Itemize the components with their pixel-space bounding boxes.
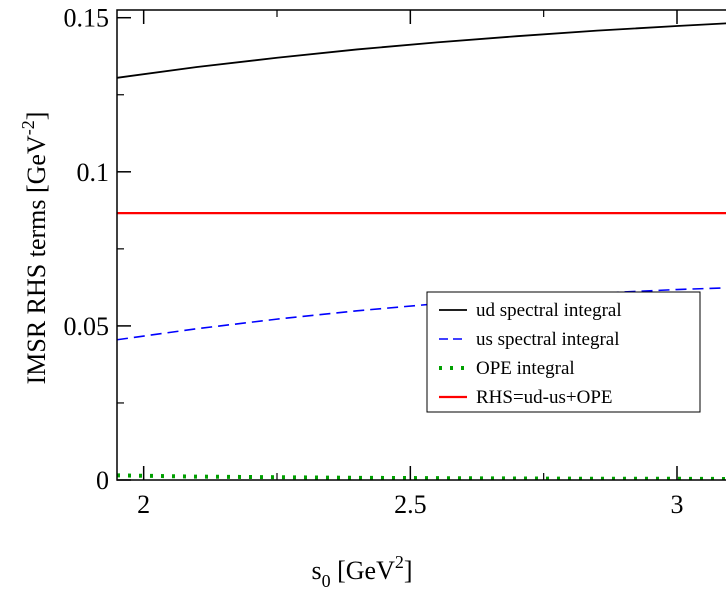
y-axis-title-sup: -2 bbox=[18, 120, 38, 135]
x-axis-title: s0 [GeV2] bbox=[311, 552, 412, 591]
y-tick-label-3: 0.15 bbox=[64, 4, 110, 33]
legend-label-2: OPE integral bbox=[476, 358, 575, 379]
series-line-1 bbox=[117, 287, 726, 341]
y-tick-label-2: 0.1 bbox=[77, 158, 110, 187]
y-tick-label-0: 0 bbox=[96, 466, 109, 495]
x-axis-title-main: s bbox=[311, 556, 321, 585]
x-tick-label-0: 2 bbox=[137, 490, 150, 519]
x-axis-title-sup: 2 bbox=[395, 552, 404, 572]
series-line-0 bbox=[117, 22, 726, 79]
legend: ud spectral integral us spectral integral… bbox=[426, 291, 701, 413]
legend-label-0: ud spectral integral bbox=[476, 300, 622, 321]
x-axis-title-open: [GeV bbox=[331, 556, 395, 585]
y-tick-label-1: 0.05 bbox=[64, 312, 110, 341]
y-axis-title-close: ] bbox=[22, 112, 51, 121]
tick-layer: 2 2.5 3 0 0.05 0.1 0.15 bbox=[64, 4, 684, 519]
legend-label-1: us spectral integral bbox=[476, 329, 620, 350]
series-layer bbox=[117, 22, 726, 480]
x-axis-title-close: ] bbox=[404, 556, 413, 585]
y-axis-title-main: IMSR RHS terms [GeV bbox=[22, 135, 51, 384]
x-tick-label-2: 3 bbox=[671, 490, 684, 519]
y-axis-title: IMSR RHS terms [GeV-2] bbox=[18, 112, 51, 385]
legend-label-3: RHS=ud-us+OPE bbox=[476, 387, 613, 408]
x-axis-title-sub: 0 bbox=[322, 571, 331, 591]
plot-frame bbox=[116, 9, 726, 481]
series-line-2 bbox=[117, 473, 726, 480]
legend-box bbox=[426, 291, 701, 413]
x-tick-label-1: 2.5 bbox=[394, 490, 427, 519]
